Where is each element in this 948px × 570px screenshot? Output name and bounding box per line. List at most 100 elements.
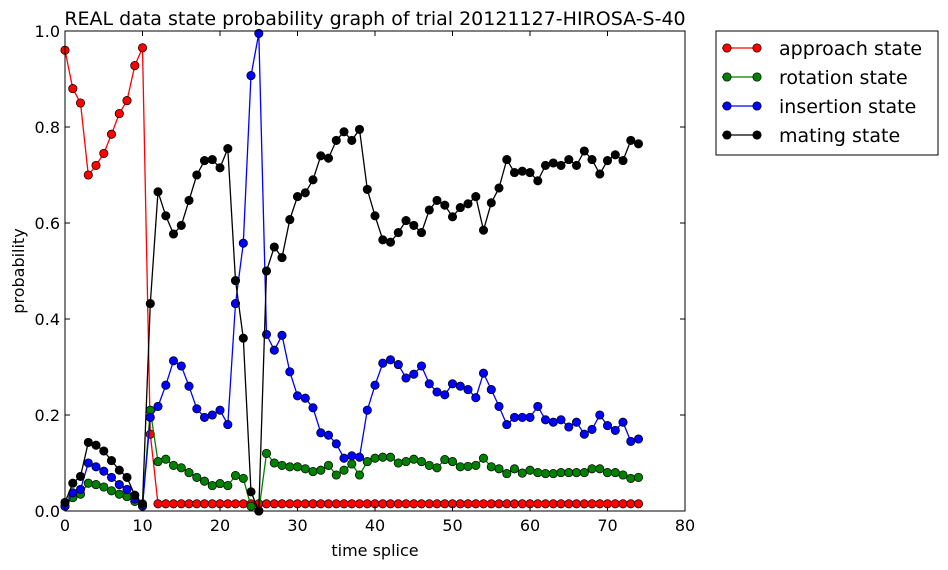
data-point-mating-state <box>633 139 644 149</box>
data-point-mating-state <box>106 456 117 466</box>
data-point-insertion-state <box>602 421 613 431</box>
data-point-insertion-state <box>106 472 117 482</box>
data-point-mating-state <box>99 446 109 456</box>
data-point-approach-state <box>153 499 163 509</box>
data-point-approach-state <box>471 499 481 509</box>
data-point-insertion-state <box>385 355 396 365</box>
data-point-insertion-state <box>494 401 504 411</box>
y-axis-label: probability <box>9 228 28 313</box>
plot-area <box>65 31 685 511</box>
data-point-rotation-state <box>502 469 512 479</box>
data-point-insertion-state <box>207 410 217 420</box>
chart-title: REAL data state probability graph of tri… <box>64 8 685 30</box>
data-point-rotation-state <box>153 457 163 467</box>
legend-marker-insertion-state <box>722 101 732 111</box>
data-point-mating-state <box>471 192 481 202</box>
data-point-mating-state <box>75 471 86 481</box>
data-point-mating-state <box>447 212 458 222</box>
data-point-insertion-state <box>478 368 489 378</box>
x-tick-label: 80 <box>675 516 695 535</box>
data-point-rotation-state <box>447 457 458 467</box>
legend-marker-rotation-state <box>722 72 732 82</box>
data-point-approach-state <box>339 499 349 509</box>
data-point-insertion-state <box>525 412 535 422</box>
data-point-insertion-state <box>564 422 574 432</box>
data-point-rotation-state <box>269 458 279 468</box>
data-point-mating-state <box>502 155 512 165</box>
data-point-mating-state <box>130 490 140 500</box>
data-point-approach-state <box>83 170 93 180</box>
data-point-rotation-state <box>478 453 489 463</box>
data-point-rotation-state <box>308 467 318 477</box>
data-point-insertion-state <box>168 356 179 366</box>
data-point-mating-state <box>223 144 233 154</box>
data-point-rotation-state <box>517 468 527 478</box>
data-point-rotation-state <box>230 470 241 481</box>
data-point-mating-state <box>525 168 535 178</box>
data-point-approach-state <box>564 499 574 509</box>
data-point-rotation-state <box>571 468 582 478</box>
data-point-rotation-state <box>401 457 411 467</box>
data-point-insertion-state <box>184 381 194 391</box>
data-point-rotation-state <box>347 459 357 469</box>
data-point-mating-state <box>486 198 496 208</box>
data-point-insertion-state <box>114 480 124 490</box>
data-point-rotation-state <box>393 458 403 468</box>
data-point-insertion-state <box>587 424 597 434</box>
data-point-approach-state <box>238 499 248 509</box>
data-point-insertion-state <box>424 379 434 389</box>
data-point-rotation-state <box>362 457 372 467</box>
data-point-rotation-state <box>114 489 124 499</box>
data-point-approach-state <box>517 499 527 509</box>
data-point-rotation-state <box>223 481 233 491</box>
data-point-rotation-state <box>602 468 613 478</box>
data-point-rotation-state <box>323 460 334 470</box>
data-point-approach-state <box>223 499 233 509</box>
x-tick-label: 10 <box>132 516 152 535</box>
data-point-approach-state <box>230 499 241 509</box>
data-point-approach-state <box>168 499 179 509</box>
y-tick-label: 0.2 <box>35 406 60 425</box>
data-point-rotation-state <box>238 473 248 483</box>
data-point-rotation-state <box>610 468 620 478</box>
data-point-insertion-state <box>192 404 202 414</box>
legend-label-insertion-state: insertion state <box>779 96 916 118</box>
data-point-insertion-state <box>354 452 365 462</box>
data-point-rotation-state <box>486 462 496 472</box>
data-point-approach-state <box>463 499 473 509</box>
data-point-approach-state <box>633 499 644 509</box>
data-point-rotation-state <box>378 452 388 462</box>
data-point-mating-state <box>424 205 434 215</box>
data-point-rotation-state <box>463 461 473 471</box>
legend: approach state rotation state insertion st… <box>715 30 939 156</box>
data-point-approach-state <box>610 499 620 509</box>
data-point-mating-state <box>199 156 210 166</box>
data-point-rotation-state <box>587 464 597 474</box>
data-point-approach-state <box>626 499 636 509</box>
data-point-mating-state <box>533 176 543 186</box>
data-point-approach-state <box>285 499 295 509</box>
data-point-approach-state <box>184 499 194 509</box>
data-point-approach-state <box>393 499 403 509</box>
data-point-mating-state <box>261 266 272 276</box>
data-point-mating-state <box>463 199 473 209</box>
data-point-mating-state <box>432 195 442 205</box>
data-point-rotation-state <box>579 468 589 478</box>
data-point-approach-state <box>269 499 279 509</box>
data-point-approach-state <box>114 109 124 119</box>
data-point-approach-state <box>207 499 217 509</box>
data-point-insertion-state <box>254 28 264 38</box>
data-point-rotation-state <box>285 462 295 472</box>
data-point-rotation-state <box>416 457 427 467</box>
series-mating-state <box>60 124 644 516</box>
data-point-insertion-state <box>393 360 403 370</box>
data-point-approach-state <box>587 499 597 509</box>
data-point-approach-state <box>540 499 551 509</box>
data-point-insertion-state <box>463 385 473 395</box>
data-point-rotation-state <box>277 460 287 470</box>
data-point-rotation-state <box>440 455 450 465</box>
data-point-insertion-state <box>626 436 636 446</box>
data-point-insertion-state <box>447 379 458 389</box>
data-point-insertion-state <box>440 390 450 400</box>
data-point-mating-state <box>409 220 419 230</box>
